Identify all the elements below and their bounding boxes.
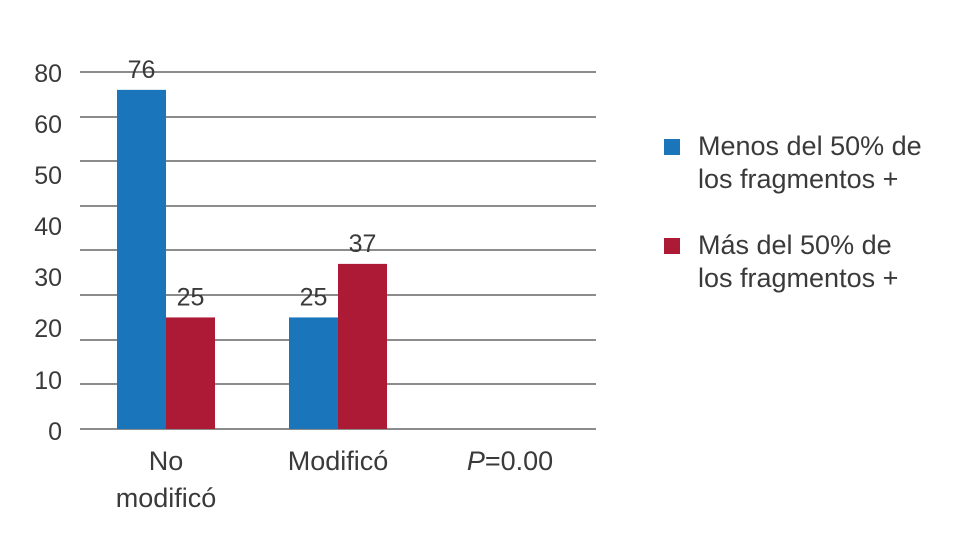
- bar: [289, 317, 338, 429]
- p-value-annotation: P=0.00: [467, 446, 553, 476]
- data-label: 76: [128, 56, 156, 84]
- legend-label: los fragmentos +: [698, 164, 898, 194]
- legend-label: Menos del 50% de: [698, 131, 922, 161]
- y-axis-tick-labels: 0 10 20 30 40 50 60 80: [34, 60, 62, 446]
- y-tick-label: 80: [34, 60, 62, 88]
- bar: [338, 263, 387, 429]
- legend-swatch: [664, 238, 680, 254]
- data-label: 25: [300, 283, 328, 311]
- y-tick-label: 40: [34, 213, 62, 241]
- y-tick-label: 60: [34, 111, 62, 139]
- y-tick-label: 10: [34, 367, 62, 395]
- x-category-label: Modificó: [288, 446, 389, 476]
- y-tick-label: 50: [34, 162, 62, 190]
- p-value-letter: P: [467, 446, 485, 476]
- legend-label: Más del 50% de: [698, 230, 892, 260]
- y-tick-label: 20: [34, 315, 62, 343]
- bars: [117, 89, 387, 429]
- x-axis-category-labels: No modificó Modificó: [116, 446, 389, 513]
- x-category-label: modificó: [116, 483, 217, 513]
- data-label: 37: [349, 230, 377, 258]
- legend-swatch: [664, 139, 680, 155]
- y-tick-label: 30: [34, 264, 62, 292]
- legend-label: los fragmentos +: [698, 263, 898, 293]
- bar: [117, 89, 166, 429]
- p-value-text: =0.00: [485, 446, 553, 476]
- y-tick-label: 0: [48, 418, 62, 446]
- bar: [166, 317, 215, 429]
- data-labels: 76 25 25 37: [128, 56, 377, 312]
- x-category-label: No: [149, 446, 184, 476]
- data-label: 25: [177, 283, 205, 311]
